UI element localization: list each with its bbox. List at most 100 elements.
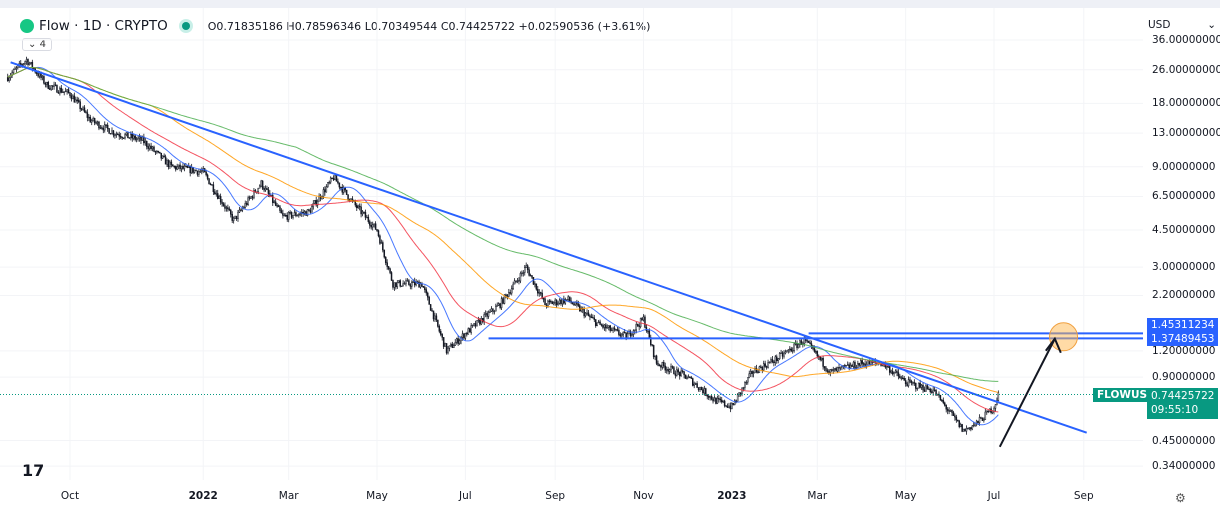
candle bbox=[749, 371, 752, 374]
candle bbox=[196, 170, 199, 175]
candle bbox=[198, 171, 200, 175]
candle bbox=[119, 135, 122, 138]
candle bbox=[967, 428, 969, 430]
candle bbox=[980, 417, 982, 419]
candle bbox=[531, 275, 533, 278]
candle bbox=[115, 133, 118, 136]
candle bbox=[509, 292, 512, 294]
indicators-toggle[interactable]: ⌄ 4 bbox=[22, 38, 52, 51]
candle bbox=[293, 212, 296, 216]
currency-label: USD bbox=[1148, 19, 1171, 31]
candle bbox=[566, 299, 568, 301]
candle bbox=[137, 137, 139, 140]
candle bbox=[335, 175, 338, 182]
candle bbox=[177, 164, 180, 167]
candle bbox=[463, 333, 465, 339]
moving-average-ma20 bbox=[7, 66, 999, 426]
candle bbox=[930, 391, 933, 393]
candle bbox=[964, 428, 966, 432]
candle bbox=[471, 324, 474, 327]
candle bbox=[716, 398, 719, 404]
candle bbox=[621, 333, 623, 337]
candle bbox=[25, 59, 28, 62]
candle bbox=[761, 367, 764, 371]
candle bbox=[822, 357, 824, 367]
candle bbox=[610, 329, 613, 332]
candle bbox=[188, 166, 190, 168]
candle bbox=[760, 366, 762, 368]
candle bbox=[329, 177, 332, 183]
ohlc-values: O0.71835186 H0.78596346 L0.70349544 C0.7… bbox=[208, 20, 651, 33]
candle bbox=[406, 280, 409, 282]
candle bbox=[673, 367, 675, 375]
candle bbox=[108, 128, 110, 134]
candle bbox=[723, 400, 726, 406]
candle bbox=[150, 145, 152, 149]
candle bbox=[619, 334, 622, 337]
candle bbox=[432, 310, 435, 320]
candle bbox=[751, 371, 753, 374]
candle bbox=[253, 190, 255, 199]
candle bbox=[44, 82, 47, 85]
candle bbox=[959, 424, 962, 428]
candle bbox=[273, 201, 275, 203]
candle bbox=[997, 392, 1000, 401]
candle bbox=[190, 167, 193, 174]
candle bbox=[160, 152, 162, 159]
candle bbox=[810, 343, 813, 346]
candle bbox=[367, 216, 370, 222]
candle bbox=[302, 211, 304, 214]
candle bbox=[124, 134, 126, 139]
ticker-label: FLOWUSD bbox=[1093, 388, 1160, 402]
candle bbox=[379, 235, 381, 244]
candle bbox=[555, 299, 558, 305]
candle bbox=[955, 416, 958, 421]
close-value: C0.74425722 bbox=[440, 19, 515, 33]
candle bbox=[642, 316, 645, 321]
candle bbox=[752, 372, 755, 374]
tradingview-logo: 17 bbox=[22, 461, 45, 480]
candle bbox=[308, 209, 310, 211]
candle bbox=[358, 205, 361, 208]
candle bbox=[46, 82, 48, 85]
candle bbox=[185, 165, 187, 168]
candle bbox=[836, 367, 839, 372]
candle bbox=[597, 321, 600, 323]
candle bbox=[965, 428, 968, 432]
candle bbox=[858, 363, 861, 366]
candle bbox=[550, 300, 552, 303]
candle bbox=[347, 194, 349, 200]
currency-select[interactable]: USD ⌄ bbox=[1148, 19, 1216, 31]
settings-icon[interactable]: ⚙ bbox=[1175, 491, 1186, 505]
price-plot[interactable] bbox=[0, 0, 1143, 518]
candle bbox=[703, 388, 706, 394]
candle bbox=[780, 352, 782, 354]
candle bbox=[736, 394, 739, 402]
candle bbox=[483, 314, 485, 323]
candle bbox=[90, 120, 93, 123]
candle bbox=[159, 151, 161, 154]
candle bbox=[923, 389, 926, 392]
candle bbox=[366, 216, 368, 219]
candle bbox=[677, 369, 680, 373]
candle bbox=[648, 330, 651, 338]
candle bbox=[602, 325, 604, 328]
candle bbox=[128, 137, 131, 139]
candle bbox=[289, 211, 291, 214]
candle bbox=[153, 146, 155, 152]
candle bbox=[687, 376, 690, 379]
candle bbox=[393, 282, 396, 288]
symbol-title[interactable]: Flow · 1D · CRYPTO bbox=[39, 18, 168, 34]
candle bbox=[170, 161, 173, 165]
candle bbox=[495, 306, 497, 312]
candle bbox=[104, 124, 106, 131]
candle bbox=[922, 384, 924, 391]
candle bbox=[516, 280, 519, 282]
candle bbox=[629, 330, 632, 336]
candle bbox=[47, 82, 50, 89]
price-axis[interactable]: 36.00000000 26.00000000 18.00000000 13.0000… bbox=[1143, 0, 1220, 518]
candle bbox=[599, 321, 601, 325]
candle bbox=[764, 363, 766, 367]
candle bbox=[816, 351, 819, 357]
candle bbox=[647, 330, 649, 332]
